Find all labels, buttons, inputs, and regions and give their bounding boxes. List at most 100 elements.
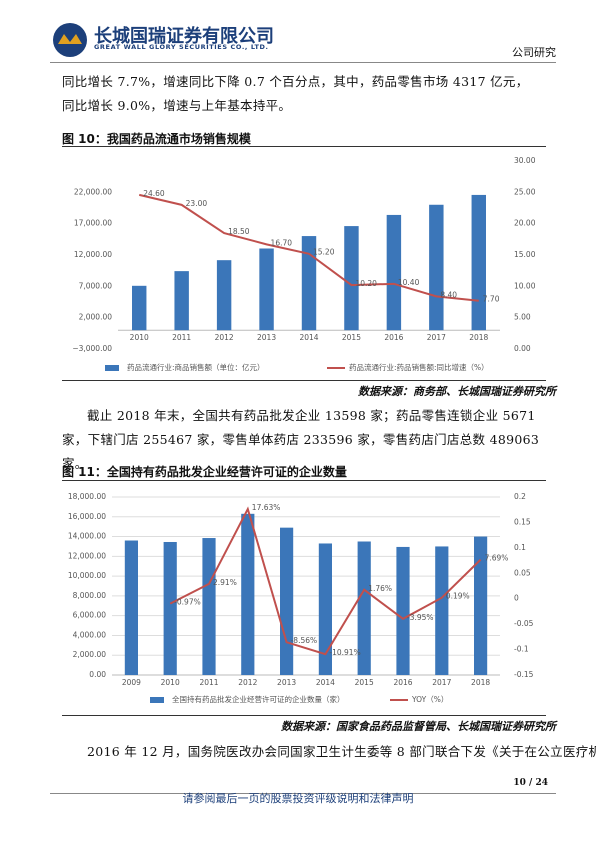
source: 数据来源：国家食品药品监督管局、长城国瑞证券研究所 <box>281 720 556 733</box>
y2-tick-label: 10.00 <box>514 281 536 290</box>
data-label: 24.60 <box>143 189 165 198</box>
y-tick-label: 12,000.00 <box>68 551 106 560</box>
legend-label: YOY（%） <box>411 695 448 704</box>
figure-title: 图 10：我国药品流通市场销售规模 <box>62 132 251 146</box>
data-label: 2.91% <box>213 578 237 587</box>
bar <box>241 513 255 675</box>
y2-tick-label: 0 <box>514 594 519 603</box>
bar <box>124 540 138 675</box>
x-tick-label: 2014 <box>316 678 335 687</box>
data-label: 0.19% <box>446 592 470 601</box>
y-tick-label: 8,000.00 <box>73 591 107 600</box>
x-tick-label: 2012 <box>238 678 257 687</box>
y2-tick-label: 0.1 <box>514 543 526 552</box>
y-tick-label: 7,000.00 <box>79 281 113 290</box>
x-tick-label: 2013 <box>277 678 296 687</box>
data-label: -8.56% <box>291 636 318 645</box>
x-tick-label: 2016 <box>384 333 403 342</box>
company-name: 长城国瑞证券有限公司 <box>94 26 274 47</box>
y-tick-label: 2,000.00 <box>73 650 107 659</box>
company-name-en: GREAT WALL GLORY SECURITIES CO., LTD. <box>94 43 269 51</box>
legend-label: 全国持有药品批发企业经营许可证的企业数量（家） <box>172 694 345 704</box>
y-tick-label: 17,000.00 <box>74 219 112 228</box>
y2-tick-label: 30.00 <box>514 156 536 165</box>
x-tick-label: 2011 <box>199 678 218 687</box>
y2-tick-label: 0.00 <box>514 344 531 353</box>
data-label: -0.97% <box>174 598 201 607</box>
bar <box>429 204 444 331</box>
data-label: 7.69% <box>485 554 509 563</box>
y2-tick-label: -0.1 <box>514 645 529 654</box>
legend-swatch <box>105 365 119 371</box>
legend-label: 药品流通行业:商品销售额（单位：亿元） <box>127 362 265 372</box>
data-label: 17.63% <box>252 503 281 512</box>
bar <box>163 541 177 675</box>
y-tick-label: 16,000.00 <box>68 512 106 521</box>
y-tick-label: 6,000.00 <box>73 611 107 620</box>
bar <box>174 271 189 331</box>
chart: 0.00 2,000.00 4,000.00 6,000.00 8,000.00 10,0… <box>68 492 534 704</box>
bar <box>435 546 449 675</box>
data-label: 23.00 <box>186 199 208 208</box>
footer-notice: 请参阅最后一页的股票投资评级说明和法律声明 <box>182 792 414 805</box>
x-tick-label: 2009 <box>122 678 141 687</box>
bar <box>301 236 317 331</box>
x-tick-label: 2015 <box>342 333 361 342</box>
bar <box>216 260 232 331</box>
bar <box>357 541 371 675</box>
line <box>138 193 479 302</box>
x-tick-label: 2016 <box>393 678 412 687</box>
bar <box>471 194 486 331</box>
data-label: -3.95% <box>407 613 434 622</box>
x-tick-label: 2015 <box>355 678 374 687</box>
figure-rule <box>62 715 546 716</box>
data-label: 8.40 <box>440 290 457 299</box>
figure-rule <box>62 146 546 147</box>
x-tick-label: 2012 <box>215 333 234 342</box>
figure-rule <box>62 380 546 381</box>
x-tick-label: 2018 <box>469 333 488 342</box>
line <box>169 506 482 656</box>
x-tick-label: 2013 <box>257 333 276 342</box>
data-label: 10.40 <box>398 278 420 287</box>
x-tick-label: 2010 <box>161 678 180 687</box>
footer-rule <box>50 793 556 794</box>
x-tick-label: 2017 <box>427 333 446 342</box>
section-label: 公司研究 <box>512 46 556 59</box>
x-tick-label: 2010 <box>130 333 149 342</box>
source: 数据来源：商务部、长城国瑞证券研究所 <box>358 385 556 398</box>
y2-tick-label: 0.05 <box>514 568 531 577</box>
y-tick-label: 22,000.00 <box>74 187 112 196</box>
figure-rule <box>62 480 546 481</box>
data-label: 7.70 <box>483 295 500 304</box>
data-label: -10.91% <box>329 648 360 657</box>
legend-swatch <box>150 697 164 703</box>
y2-tick-label: 0.15 <box>514 517 531 526</box>
data-label: 16.70 <box>271 238 293 247</box>
data-label: 1.76% <box>368 584 392 593</box>
figure-title: 图 11：全国持有药品批发企业经营许可证的企业数量 <box>62 465 347 479</box>
y2-tick-label: 15.00 <box>514 250 536 259</box>
x-tick-label: 2014 <box>299 333 318 342</box>
paragraph: 同比增长 7.7%，增速同比下降 0.7 个百分点，其中，药品零售市场 4317… <box>62 74 529 113</box>
y2-tick-label: 5.00 <box>514 313 531 322</box>
y-tick-label: 18,000.00 <box>68 492 106 501</box>
bar <box>280 527 294 675</box>
chart: −3,000.00 2,000.00 7,000.00 12,000.00 17,000… <box>72 156 536 372</box>
data-label: 18.50 <box>228 227 250 236</box>
y2-tick-label: -0.05 <box>514 619 534 628</box>
y-tick-label: 12,000.00 <box>74 250 112 259</box>
bar <box>259 248 274 331</box>
y-tick-label: 0.00 <box>89 670 106 679</box>
data-label: 15.20 <box>313 248 335 257</box>
bar <box>202 538 216 675</box>
y2-tick-label: 0.2 <box>514 492 526 501</box>
data-label: 10.20 <box>355 279 377 288</box>
y2-tick-label: 25.00 <box>514 187 536 196</box>
logo <box>53 23 87 57</box>
bar <box>396 546 410 675</box>
bar <box>344 226 359 331</box>
paragraph: 2016 年 12 月，国务院医改办会同国家卫生计生委等 8 部门联合下发《关于… <box>87 744 596 759</box>
paragraph: 截止 2018 年末，全国共有药品批发企业 13598 家；药品零售连锁企业 5… <box>62 408 540 471</box>
